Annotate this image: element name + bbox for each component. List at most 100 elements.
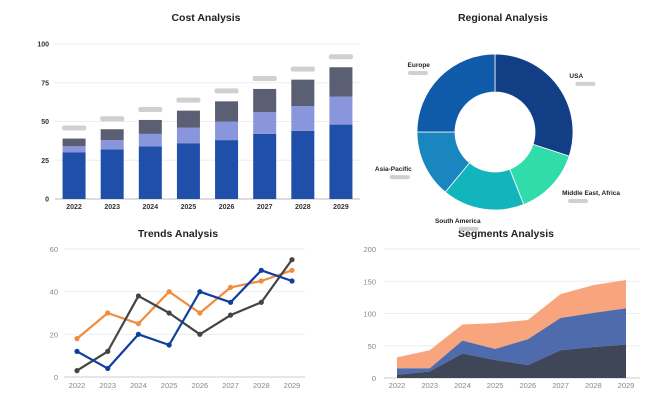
segments-x-tick: 2028 xyxy=(585,381,602,390)
trends-point xyxy=(289,267,295,273)
cost-y-tick: 100 xyxy=(37,42,49,49)
cost-bar-segment xyxy=(62,138,86,147)
trends-point xyxy=(289,278,295,284)
cost-bar-segment xyxy=(291,106,315,131)
trends-point xyxy=(258,299,264,305)
cost-bar-segment xyxy=(176,127,200,144)
trends-point xyxy=(166,342,172,348)
cost-bar-segment xyxy=(215,101,239,122)
trends-point xyxy=(166,310,172,316)
cost-bar-segment xyxy=(329,96,353,125)
trends-point xyxy=(135,321,142,327)
cost-bar-segment xyxy=(291,130,315,199)
cost-bar-segment xyxy=(215,121,239,141)
cost-x-tick: 2027 xyxy=(257,204,273,211)
trends-point xyxy=(227,284,234,290)
trends-point xyxy=(105,310,111,316)
cost-bar-segment xyxy=(329,67,353,97)
cost-analysis-title: Cost Analysis xyxy=(171,12,241,24)
cost-bar-total-label xyxy=(290,66,315,72)
cost-bar-segment xyxy=(176,143,200,199)
cost-bar-total-label xyxy=(252,75,277,81)
segments-analysis-title: Segments Analysis xyxy=(458,228,554,240)
segments-x-tick: 2027 xyxy=(552,381,569,390)
trends-point xyxy=(227,312,234,318)
regional-slice-label: South America xyxy=(435,218,481,225)
trends-point xyxy=(197,310,203,316)
segments-y-tick: 0 xyxy=(372,374,376,383)
cost-y-tick: 50 xyxy=(41,119,49,126)
trends-series-line xyxy=(76,259,293,372)
trends-point xyxy=(74,336,80,342)
trends-point xyxy=(258,267,264,273)
cost-x-tick: 2029 xyxy=(333,204,349,211)
cost-bar-segment xyxy=(138,119,162,134)
cost-bar-segment xyxy=(100,129,124,141)
trends-point xyxy=(74,368,80,374)
regional-slice-label: Europe xyxy=(408,62,431,69)
trends-point xyxy=(135,331,142,337)
trends-x-tick: 2027 xyxy=(222,381,239,390)
cost-bar-segment xyxy=(138,146,162,199)
segments-y-tick: 200 xyxy=(363,245,376,254)
segments-y-tick: 150 xyxy=(363,277,376,286)
segments-x-tick: 2023 xyxy=(421,381,438,390)
regional-slice-value-label xyxy=(575,81,596,86)
regional-donut-slice xyxy=(494,53,574,157)
cost-bar-segment xyxy=(253,112,277,134)
regional-slice-label: Asia-Pacific xyxy=(375,166,412,173)
cost-bar-total-label xyxy=(176,97,201,103)
cost-bar-segment xyxy=(100,140,124,150)
regional-slice-value-label xyxy=(389,175,410,180)
cost-bar-total-label xyxy=(214,88,239,94)
trends-series-line xyxy=(76,269,293,370)
trends-series-line xyxy=(76,269,293,340)
trends-x-tick: 2022 xyxy=(69,381,86,390)
regional-slice-label: USA xyxy=(569,73,583,80)
cost-bar-segment xyxy=(329,124,353,199)
cost-bar-segment xyxy=(215,140,239,199)
cost-bar-total-label xyxy=(62,125,87,131)
cost-x-tick: 2026 xyxy=(219,204,235,211)
trends-y-tick: 0 xyxy=(54,373,58,382)
segments-area-band xyxy=(397,344,626,378)
cost-y-tick: 75 xyxy=(41,80,49,87)
cost-bar-segment xyxy=(176,110,200,128)
segments-x-tick: 2025 xyxy=(487,381,504,390)
trends-point xyxy=(135,293,142,299)
cost-x-tick: 2024 xyxy=(143,204,159,211)
trends-x-tick: 2026 xyxy=(192,381,209,390)
trends-x-tick: 2024 xyxy=(130,381,147,390)
regional-donut-slice xyxy=(416,53,496,133)
regional-slice-value-label xyxy=(568,198,589,203)
cost-x-tick: 2023 xyxy=(104,204,120,211)
cost-bar-segment xyxy=(100,149,124,199)
cost-bar-segment xyxy=(291,79,315,106)
regional-slice-value-label xyxy=(458,226,479,231)
regional-slice-label: Middle East, Africa xyxy=(562,190,620,197)
cost-bar-total-label xyxy=(138,106,163,112)
trends-x-tick: 2028 xyxy=(253,381,270,390)
cost-bar-segment xyxy=(253,88,277,113)
trends-x-tick: 2029 xyxy=(284,381,301,390)
trends-y-tick: 20 xyxy=(50,330,58,339)
segments-x-tick: 2024 xyxy=(454,381,471,390)
cost-bar-total-label xyxy=(328,54,353,60)
cost-bar-segment xyxy=(138,133,162,147)
cost-y-tick: 25 xyxy=(41,158,49,165)
trends-point xyxy=(105,348,111,354)
cost-bar-segment xyxy=(253,133,277,199)
cost-y-tick: 0 xyxy=(45,197,49,204)
segments-x-tick: 2029 xyxy=(618,381,635,390)
cost-bar-total-label xyxy=(100,116,125,122)
trends-y-tick: 60 xyxy=(50,245,58,254)
cost-bar-segment xyxy=(62,152,86,199)
trends-point xyxy=(258,278,264,284)
segments-x-tick: 2022 xyxy=(389,381,406,390)
segments-x-tick: 2026 xyxy=(520,381,537,390)
trends-point xyxy=(197,289,203,295)
segments-area-band xyxy=(397,279,626,369)
trends-x-tick: 2025 xyxy=(161,381,178,390)
regional-slice-value-label xyxy=(407,70,428,75)
